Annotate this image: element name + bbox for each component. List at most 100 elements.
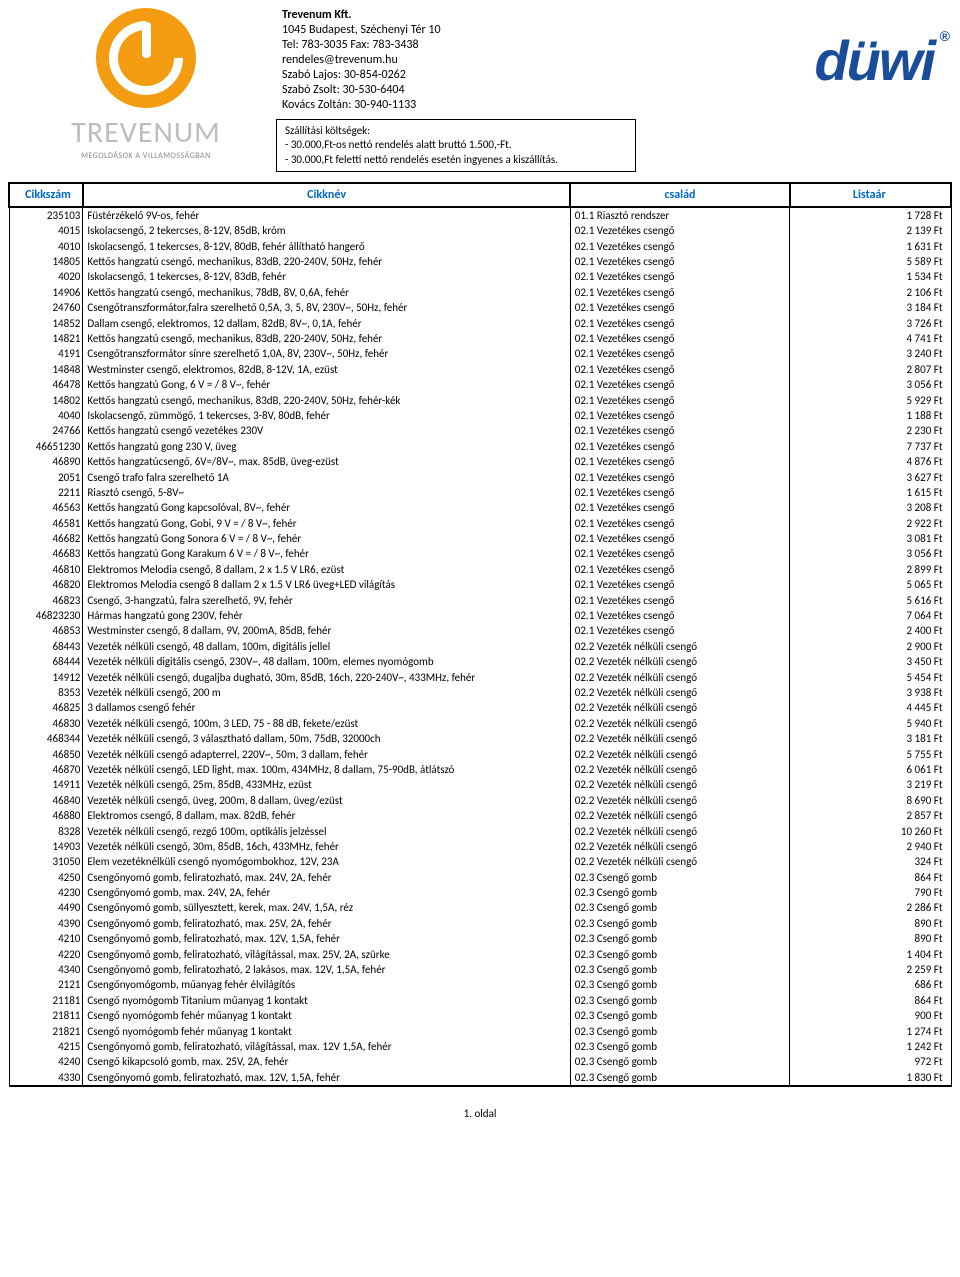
cell-family: 02.2 Vezeték nélküli csengő — [570, 777, 789, 792]
cell-name: Vezeték nélküli csengő, 48 dallam, 100m,… — [83, 639, 570, 654]
col-name: Cikknév — [83, 183, 570, 207]
cell-name: Iskolacsengő, 1 tekercses, 8-12V, 80dB, … — [83, 239, 570, 254]
cell-price: 5 616 Ft — [790, 593, 951, 608]
table-row: 68444Vezeték nélküli digitális csengő, 2… — [9, 654, 951, 669]
cell-name: Hármas hangzatú gong 230V, fehér — [83, 608, 570, 623]
cell-family: 02.1 Vezetékes csengő — [570, 377, 789, 392]
table-row: 4010Iskolacsengő, 1 tekercses, 8-12V, 80… — [9, 239, 951, 254]
table-row: 2121Csengőnyomógomb, műanyag fehér élvil… — [9, 977, 951, 992]
cell-name: Kettős hangzatú Gong Sonora 6 V = / 8 V~… — [83, 531, 570, 546]
table-row: 46850Vezeték nélküli csengő adapterrel, … — [9, 747, 951, 762]
cell-sku: 31050 — [9, 854, 83, 869]
cell-price: 3 081 Ft — [790, 531, 951, 546]
table-row: 68443Vezeték nélküli csengő, 48 dallam, … — [9, 639, 951, 654]
cell-sku: 14906 — [9, 285, 83, 300]
cell-sku: 46823230 — [9, 608, 83, 623]
cell-name: Iskolacsengő, 1 tekercses, 8-12V, 83dB, … — [83, 269, 570, 284]
cell-sku: 14912 — [9, 670, 83, 685]
cell-sku: 14848 — [9, 362, 83, 377]
cell-name: Kettős hangzatú Gong Karakum 6 V = / 8 V… — [83, 546, 570, 561]
cell-sku: 21811 — [9, 1008, 83, 1023]
cell-price: 5 755 Ft — [790, 747, 951, 762]
cell-family: 02.3 Csengő gomb — [570, 1039, 789, 1054]
table-row: 46853Westminster csengő, 8 dallam, 9V, 2… — [9, 623, 951, 638]
cell-price: 2 857 Ft — [790, 808, 951, 823]
cell-name: Kettős hangzatú gong 230 V, üveg — [83, 439, 570, 454]
cell-family: 02.3 Csengő gomb — [570, 993, 789, 1008]
logo-block: TREVENUM MEGOLDÁSOK A VILLAMOSSÁGBAN — [16, 8, 276, 161]
cell-price: 1 631 Ft — [790, 239, 951, 254]
table-row: 14848Westminster csengő, elektromos, 82d… — [9, 362, 951, 377]
cell-sku: 4390 — [9, 916, 83, 931]
cell-price: 8 690 Ft — [790, 793, 951, 808]
cell-price: 3 184 Ft — [790, 300, 951, 315]
cell-family: 02.3 Csengő gomb — [570, 900, 789, 915]
table-row: 21811Csengő nyomógomb fehér műanyag 1 ko… — [9, 1008, 951, 1023]
cell-family: 02.3 Csengő gomb — [570, 1008, 789, 1023]
cell-family: 02.2 Vezeték nélküli csengő — [570, 762, 789, 777]
cell-family: 02.1 Vezetékes csengő — [570, 562, 789, 577]
cell-name: Csengőnyomó gomb, feliratozható, max. 12… — [83, 931, 570, 946]
cell-name: Csengőtranszformátor sínre szerelhető 1,… — [83, 346, 570, 361]
cell-sku: 235103 — [9, 207, 83, 223]
cell-sku: 46823 — [9, 593, 83, 608]
cell-price: 1 615 Ft — [790, 485, 951, 500]
cell-name: Csengőnyomó gomb, feliratozható, világít… — [83, 1039, 570, 1054]
cell-name: Csengőnyomó gomb, feliratozható, 2 lakás… — [83, 962, 570, 977]
col-price: Listaár — [790, 183, 951, 207]
table-row: 46870Vezeték nélküli csengő, LED light, … — [9, 762, 951, 777]
cell-family: 02.1 Vezetékes csengő — [570, 500, 789, 515]
cell-family: 02.2 Vezeték nélküli csengő — [570, 793, 789, 808]
cell-price: 1 830 Ft — [790, 1070, 951, 1086]
table-row: 4020Iskolacsengő, 1 tekercses, 8-12V, 83… — [9, 269, 951, 284]
cell-sku: 14911 — [9, 777, 83, 792]
cell-sku: 468344 — [9, 731, 83, 746]
cell-name: Riasztó csengő, 5-8V~ — [83, 485, 570, 500]
cell-name: Kettős hangzatúcsengő, 6V=/8V~, max. 85d… — [83, 454, 570, 469]
cell-name: Füstérzékelő 9V-os, fehér — [83, 207, 570, 223]
cell-sku: 4210 — [9, 931, 83, 946]
cell-price: 7 737 Ft — [790, 439, 951, 454]
cell-sku: 4020 — [9, 269, 83, 284]
table-row: 21181Csengő nyomógomb Titanium műanyag 1… — [9, 993, 951, 1008]
table-row: 8328Vezeték nélküli csengő, rezgő 100m, … — [9, 824, 951, 839]
cell-price: 1 534 Ft — [790, 269, 951, 284]
table-row: 4230Csengőnyomó gomb, max. 24V, 2A, fehé… — [9, 885, 951, 900]
cell-price: 2 922 Ft — [790, 516, 951, 531]
cell-price: 3 208 Ft — [790, 500, 951, 515]
cell-sku: 24760 — [9, 300, 83, 315]
cell-name: Kettős hangzatú Gong kapcsolóval, 8V~, f… — [83, 500, 570, 515]
table-row: 4210Csengőnyomó gomb, feliratozható, max… — [9, 931, 951, 946]
cell-family: 02.2 Vezeték nélküli csengő — [570, 670, 789, 685]
cell-price: 5 929 Ft — [790, 393, 951, 408]
cell-price: 1 274 Ft — [790, 1024, 951, 1039]
table-row: 14912Vezeték nélküli csengő, dugaljba du… — [9, 670, 951, 685]
cell-family: 02.1 Vezetékes csengő — [570, 516, 789, 531]
table-row: 4215Csengőnyomó gomb, feliratozható, vil… — [9, 1039, 951, 1054]
cell-name: Csengő trafo falra szerelhető 1A — [83, 470, 570, 485]
cell-sku: 14802 — [9, 393, 83, 408]
shipping-line-1: - 30.000,Ft-os nettó rendelés alatt brut… — [285, 138, 627, 152]
table-row: 21821Csengő nyomógomb fehér műanyag 1 ko… — [9, 1024, 951, 1039]
cell-family: 02.1 Vezetékes csengő — [570, 393, 789, 408]
cell-price: 2 807 Ft — [790, 362, 951, 377]
contact-2: Szabó Zsolt: 30-530-6404 — [282, 83, 576, 98]
cell-name: Westminster csengő, 8 dallam, 9V, 200mA,… — [83, 623, 570, 638]
table-row: 31050Elem vezetéknélküli csengő nyomógom… — [9, 854, 951, 869]
cell-family: 02.1 Vezetékes csengő — [570, 531, 789, 546]
table-row: 14852Dallam csengő, elektromos, 12 dalla… — [9, 316, 951, 331]
cell-name: Kettős hangzatú csengő, mechanikus, 78dB… — [83, 285, 570, 300]
cell-price: 890 Ft — [790, 916, 951, 931]
table-row: 14805Kettős hangzatú csengő, mechanikus,… — [9, 254, 951, 269]
cell-family: 02.2 Vezeték nélküli csengő — [570, 716, 789, 731]
shipping-info: Szállítási költségek: - 30.000,Ft-os net… — [276, 119, 636, 172]
cell-family: 02.1 Vezetékes csengő — [570, 254, 789, 269]
cell-price: 3 938 Ft — [790, 685, 951, 700]
cell-name: Vezeték nélküli csengő, dugaljba dugható… — [83, 670, 570, 685]
cell-name: Csengőnyomó gomb, feliratozható, max. 12… — [83, 1070, 570, 1086]
cell-price: 2 106 Ft — [790, 285, 951, 300]
price-table: Cikkszám Cikknév család Listaár 235103Fü… — [8, 182, 952, 1087]
contact-1: Szabó Lajos: 30-854-0262 — [282, 68, 576, 83]
cell-sku: 46850 — [9, 747, 83, 762]
cell-sku: 46581 — [9, 516, 83, 531]
